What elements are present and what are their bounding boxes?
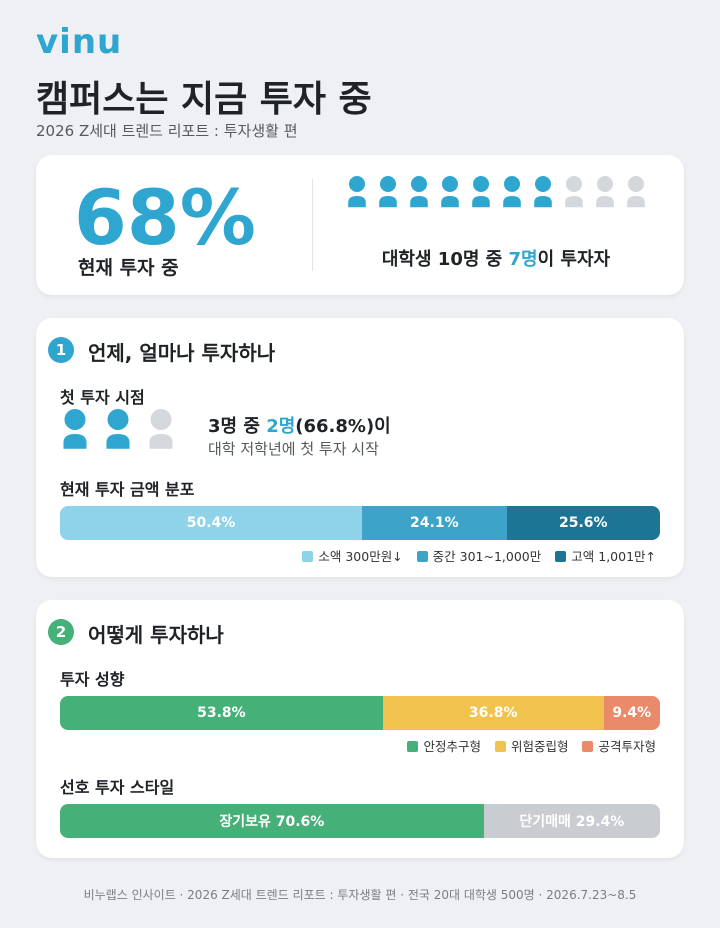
person-body	[534, 196, 552, 208]
value-label: 50.4%	[186, 515, 236, 531]
value-label: 36.8%	[468, 705, 518, 721]
text: 대학생 10명 중	[381, 249, 509, 270]
person-body	[472, 196, 490, 208]
person-head	[473, 176, 489, 192]
text: 이 투자자	[537, 249, 611, 270]
person-head	[380, 176, 396, 192]
legend-swatch	[302, 551, 314, 562]
person-body	[503, 196, 521, 208]
brand: vinu	[36, 22, 123, 62]
section-card: 2 어떻게 투자하나 투자 성향 53.8% 36.8% 9.4% 안정추구형 위험중립형…	[36, 600, 684, 858]
legend-label: 중간 301~1,000만	[432, 549, 542, 564]
legend-swatch	[494, 741, 506, 752]
bar-segment: 36.8%	[382, 696, 604, 730]
subtitle: 2026 Z세대 트렌드 리포트 : 투자생활 편	[36, 122, 298, 140]
bar-segment: 장기보유 70.6%	[60, 804, 484, 838]
legend-item: 고액 1,001만↑	[555, 546, 656, 565]
bar-segment: 50.4%	[60, 506, 363, 540]
person-head	[411, 176, 427, 192]
divider	[312, 179, 313, 271]
heading: 현재 투자 금액 분포	[60, 480, 195, 499]
legend: 소액 300만원↓ 중간 301~1,000만 고액 1,001만↑	[302, 546, 656, 565]
legend: 안정추구형 위험중립형 공격투자형	[407, 736, 656, 755]
legend-swatch	[555, 551, 567, 562]
person-body	[565, 196, 583, 208]
first-sentence: 3명 중 2명(66.8%)이	[208, 412, 391, 438]
person-body	[441, 196, 459, 208]
bar-segment: 24.1%	[362, 506, 507, 540]
value-label: 24.1%	[410, 515, 459, 531]
note: 대학 저학년에 첫 투자 시작	[208, 440, 379, 458]
section-card: 1 언제, 얼마나 투자하나 첫 투자 시점 3명 중 2명(66.8%)이 대…	[36, 318, 684, 577]
stacked-bar: 장기보유 70.6% 단기매매 29.4%	[60, 804, 660, 838]
text: (66.8%)이	[295, 416, 391, 437]
person-head	[504, 176, 520, 192]
big-stat: 68%	[74, 173, 256, 262]
legend-label: 위험중립형	[510, 739, 569, 754]
bar-segment: 53.8%	[60, 696, 383, 730]
person-body	[596, 196, 614, 208]
summary-card: 68% 현재 투자 중 대학생 10명 중 7명이 투자자	[36, 155, 684, 295]
section-badge: 2	[48, 619, 74, 645]
person-head	[535, 176, 551, 192]
legend-swatch	[582, 741, 594, 752]
section-title: 언제, 얼마나 투자하나	[88, 341, 276, 365]
highlight: 2명	[266, 416, 296, 437]
value-label: 9.4%	[612, 705, 652, 721]
person-body	[379, 196, 397, 208]
highlight: 7명	[508, 249, 538, 270]
people-icons	[63, 409, 173, 449]
big-stat-caption: 현재 투자 중	[78, 257, 179, 279]
person-head	[349, 176, 365, 192]
bar-segment: 9.4%	[603, 696, 660, 730]
person-head	[597, 176, 613, 192]
section-title: 어떻게 투자하나	[88, 623, 224, 647]
bar-segment: 단기매매 29.4%	[483, 804, 660, 838]
value-label: 단기매매 29.4%	[519, 814, 625, 830]
legend-swatch	[407, 741, 419, 752]
title: 캠퍼스는 지금 투자 중	[36, 79, 372, 120]
person-head	[107, 409, 129, 430]
person-body	[410, 196, 428, 208]
text: 3명 중	[208, 416, 267, 437]
value-label: 장기보유 70.6%	[219, 814, 325, 830]
person-head	[566, 176, 582, 192]
value-label: 25.6%	[558, 515, 608, 531]
section-badge: 1	[48, 337, 74, 363]
people-icons	[348, 176, 645, 208]
bar-segment: 25.6%	[506, 506, 660, 540]
legend-label: 고액 1,001만↑	[571, 549, 656, 564]
footer: 비누랩스 인사이트 · 2026 Z세대 트렌드 리포트 : 투자생활 편 · …	[83, 888, 637, 902]
legend-item: 소액 300만원↓	[302, 546, 403, 565]
person-body	[149, 434, 173, 449]
legend-item: 중간 301~1,000만	[416, 546, 542, 565]
legend-item: 위험중립형	[494, 736, 569, 755]
person-head	[628, 176, 644, 192]
person-body	[627, 196, 645, 208]
legend-item: 공격투자형	[582, 736, 656, 755]
value-label: 53.8%	[197, 705, 246, 721]
heading: 선호 투자 스타일	[60, 778, 175, 797]
person-head	[150, 409, 172, 430]
heading: 첫 투자 시점	[60, 388, 145, 407]
stacked-bar: 50.4% 24.1% 25.6%	[60, 506, 660, 540]
person-head	[442, 176, 458, 192]
person-body	[106, 434, 130, 449]
legend-label: 소액 300만원↓	[318, 549, 403, 564]
legend-label: 안정추구형	[423, 739, 481, 754]
legend-label: 공격투자형	[598, 739, 656, 754]
person-body	[348, 196, 366, 208]
heading: 투자 성향	[60, 670, 125, 689]
legend-swatch	[416, 551, 428, 562]
person-body	[63, 434, 87, 449]
person-head	[64, 409, 86, 430]
legend-item: 안정추구형	[407, 736, 481, 755]
stacked-bar: 53.8% 36.8% 9.4%	[60, 696, 660, 730]
summary-sentence: 대학생 10명 중 7명이 투자자	[336, 245, 656, 271]
